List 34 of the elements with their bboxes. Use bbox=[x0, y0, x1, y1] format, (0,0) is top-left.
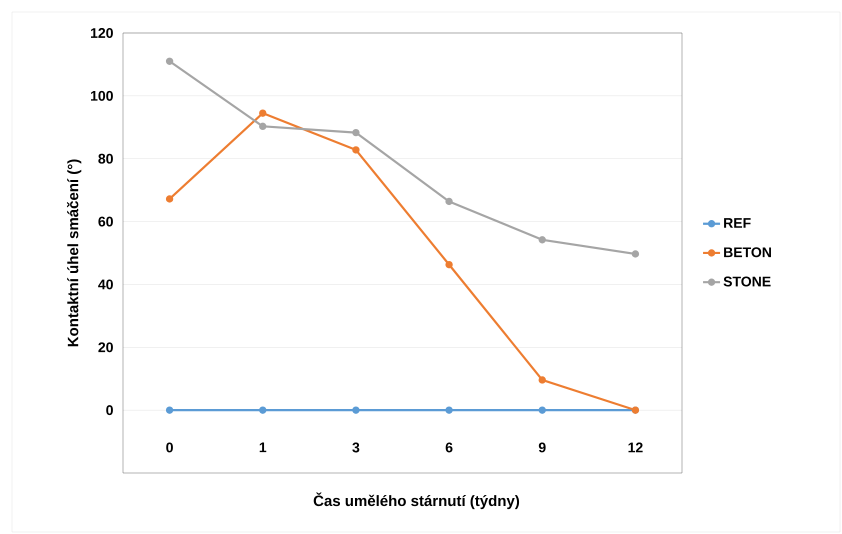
point bbox=[538, 406, 546, 414]
point bbox=[352, 406, 360, 414]
point bbox=[632, 250, 640, 258]
legend-label: BETON bbox=[724, 247, 771, 258]
x-axis-title: Čas umělého stárnutí (týdny) bbox=[314, 492, 520, 510]
point bbox=[166, 195, 174, 203]
point bbox=[166, 406, 174, 414]
legend-label: REF bbox=[724, 218, 751, 228]
point bbox=[352, 146, 360, 154]
x-tick-label: 3 bbox=[352, 442, 360, 452]
legend-label: STONE bbox=[724, 276, 771, 286]
y-tick-label: 80 bbox=[98, 154, 113, 164]
x-tick-label: 6 bbox=[446, 442, 452, 452]
y-axis-title: Kontaktní úhel smáčení (°) bbox=[66, 159, 82, 346]
y-tick-label: 20 bbox=[98, 342, 113, 352]
point bbox=[538, 376, 546, 384]
point bbox=[166, 58, 174, 65]
x-tick-label: 0 bbox=[166, 442, 173, 452]
point bbox=[538, 236, 546, 244]
point bbox=[445, 406, 453, 414]
y-tick-label: 100 bbox=[90, 90, 113, 101]
x-tick-label: 12 bbox=[628, 442, 643, 452]
point bbox=[445, 260, 453, 268]
y-tick-label: 120 bbox=[90, 28, 113, 38]
x-tick-label: 1 bbox=[260, 442, 266, 452]
point bbox=[259, 122, 266, 130]
y-tick-label: 0 bbox=[106, 405, 113, 416]
point bbox=[259, 109, 266, 117]
y-tick-label: 40 bbox=[98, 279, 113, 290]
point bbox=[259, 406, 266, 414]
y-tick-label: 60 bbox=[98, 216, 113, 227]
point bbox=[445, 198, 453, 206]
point bbox=[352, 128, 360, 136]
x-tick-label: 9 bbox=[538, 442, 546, 452]
